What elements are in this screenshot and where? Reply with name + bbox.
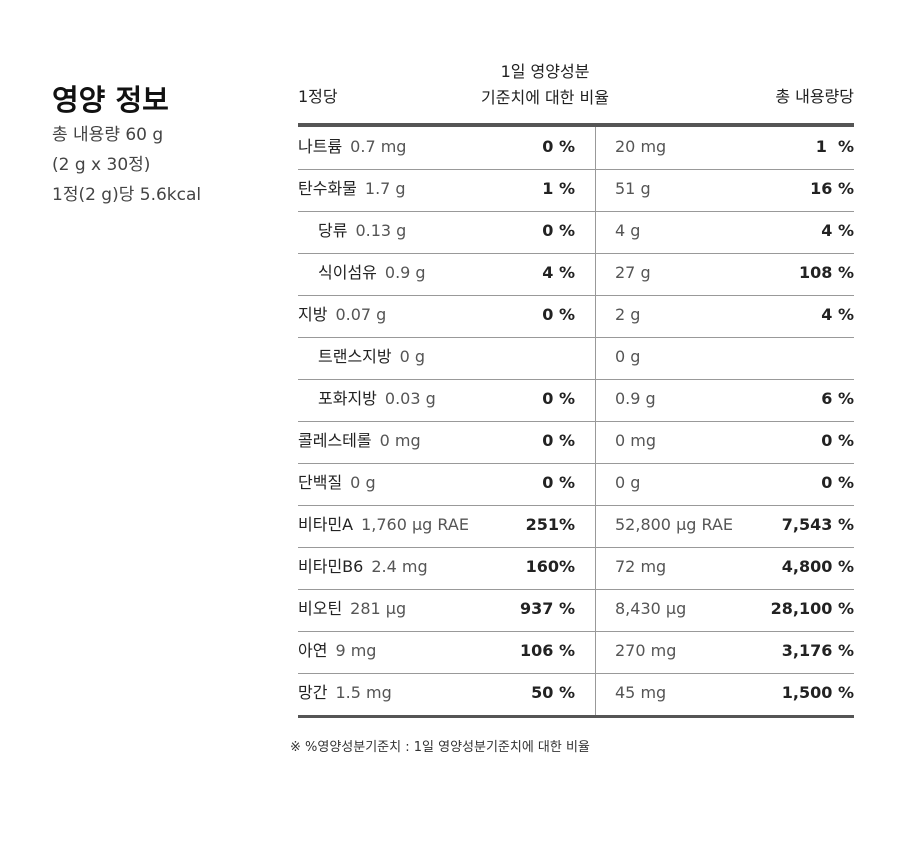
total-amount: 52,800 µg RAE [615, 515, 734, 534]
nutrient-name: 나트륨 0.7 mg [298, 137, 407, 156]
info-line: 총 내용량 60 g [52, 125, 164, 145]
table-row: 탄수화물 1.7 g 1 % 51 g 16 % [298, 169, 854, 212]
nutrient-name: 비타민B6 2.4 mg [298, 557, 428, 576]
amount: 1.7 g [364, 179, 406, 198]
daily-percent: 106 % [520, 641, 575, 660]
title: 영양 정보 [52, 83, 169, 117]
amount: 2.4 mg [371, 557, 428, 576]
total-percent: 1,500 % [781, 683, 854, 702]
column-header: 1일 영양성분 [500, 62, 590, 81]
rule [298, 123, 854, 127]
nutrient-name: 식이섬유 0.9 g [318, 263, 426, 282]
amount: 0 g [399, 347, 426, 366]
table-row: 비타민B6 2.4 mg 160% 72 mg 4,800 % [298, 547, 854, 590]
total-percent: 108 % [799, 263, 854, 282]
table-row: 식이섬유 0.9 g 4 % 27 g 108 % [298, 253, 854, 296]
nutrient-name: 콜레스테롤 0 mg [298, 431, 421, 450]
amount: 0.03 g [384, 389, 436, 408]
daily-percent: 937 % [520, 599, 575, 618]
table-row: 아연 9 mg 106 % 270 mg 3,176 % [298, 631, 854, 674]
total-amount: 2 g [615, 305, 641, 324]
total-percent: 7,543 % [781, 515, 854, 534]
total-percent: 4 % [821, 305, 854, 324]
daily-percent: 251% [525, 515, 575, 534]
nutrient-name: 아연 9 mg [298, 641, 377, 660]
nutrient-name: 트랜스지방 0 g [318, 347, 426, 366]
total-amount: 0 mg [615, 431, 657, 450]
amount: 0 g [350, 473, 376, 492]
daily-percent: 0 % [542, 473, 575, 492]
table-body: 나트륨 0.7 mg 0 % 20 mg 1 % 탄수화물 1.7 g 1 % 51 g 16 %… [0, 127, 900, 717]
daily-percent: 50 % [531, 683, 575, 702]
table-row: 망간 1.5 mg 50 % 45 mg 1,500 % [298, 673, 854, 716]
nutrient-name: 당류 0.13 g [318, 221, 407, 240]
footnote: ※ %영양성분기준치 : 1일 영양성분기준치에 대한 비율 [290, 740, 590, 755]
total-amount: 0 g [615, 347, 641, 366]
column-header: 1정당 [298, 87, 338, 106]
daily-percent: 4 % [542, 263, 575, 282]
total-percent: 16 % [810, 179, 854, 198]
table-row: 포화지방 0.03 g 0 % 0.9 g 6 % [298, 379, 854, 422]
total-amount: 45 mg [615, 683, 667, 702]
daily-percent: 0 % [542, 221, 575, 240]
total-amount: 20 mg [615, 137, 667, 156]
total-amount: 270 mg [615, 641, 677, 660]
amount: 0.9 g [384, 263, 426, 282]
total-percent: 4,800 % [781, 557, 854, 576]
nutrient-name: 비타민A 1,760 µg RAE [298, 515, 469, 534]
table-row: 비타민A 1,760 µg RAE 251% 52,800 µg RAE 7,543 % [298, 505, 854, 548]
total-amount: 0.9 g [615, 389, 656, 408]
total-percent: 0 % [821, 431, 854, 450]
amount: 1.5 mg [335, 683, 392, 702]
total-percent: 0 % [821, 473, 854, 492]
amount: 0.13 g [355, 221, 407, 240]
nutrient-name: 비오틴 281 µg [298, 599, 407, 618]
info-line: (2 g x 30정) [52, 155, 151, 175]
daily-percent: 0 % [542, 305, 575, 324]
table-row: 당류 0.13 g 0 % 4 g 4 % [298, 211, 854, 254]
total-amount: 51 g [615, 179, 651, 198]
column-header: 총 내용량당 [775, 87, 854, 106]
total-amount: 0 g [615, 473, 641, 492]
total-amount: 27 g [615, 263, 651, 282]
daily-percent: 0 % [542, 431, 575, 450]
amount: 0.7 mg [350, 137, 407, 156]
nutrient-name: 단백질 0 g [298, 473, 376, 492]
nutrient-name: 망간 1.5 mg [298, 683, 392, 702]
total-amount: 72 mg [615, 557, 667, 576]
total-percent: 6 % [821, 389, 854, 408]
nutrient-name: 지방 0.07 g [298, 305, 387, 324]
total-percent: 1 % [815, 137, 854, 156]
total-percent: 28,100 % [770, 599, 854, 618]
daily-percent: 0 % [542, 137, 575, 156]
daily-percent: 0 % [542, 389, 575, 408]
rule [298, 715, 854, 718]
amount: 9 mg [335, 641, 377, 660]
table-row: 콜레스테롤 0 mg 0 % 0 mg 0 % [298, 421, 854, 464]
total-amount: 8,430 µg [615, 599, 687, 618]
amount: 0 mg [379, 431, 421, 450]
amount: 281 µg [350, 599, 407, 618]
table-row: 나트륨 0.7 mg 0 % 20 mg 1 % [298, 127, 854, 170]
daily-percent: 1 % [542, 179, 575, 198]
nutrient-name: 탄수화물 1.7 g [298, 179, 406, 198]
nutrient-name: 포화지방 0.03 g [318, 389, 436, 408]
table-row: 비오틴 281 µg 937 % 8,430 µg 28,100 % [298, 589, 854, 632]
total-percent: 3,176 % [781, 641, 854, 660]
amount: 1,760 µg RAE [361, 515, 469, 534]
table-row: 단백질 0 g 0 % 0 g 0 % [298, 463, 854, 506]
table-row: 지방 0.07 g 0 % 2 g 4 % [298, 295, 854, 338]
amount: 0.07 g [335, 305, 387, 324]
column-header: 기준치에 대한 비율 [481, 88, 609, 107]
info-line: 1정(2 g)당 5.6kcal [52, 185, 202, 205]
daily-percent: 160% [525, 557, 575, 576]
total-amount: 4 g [615, 221, 641, 240]
total-percent: 4 % [821, 221, 854, 240]
divider [595, 127, 596, 717]
